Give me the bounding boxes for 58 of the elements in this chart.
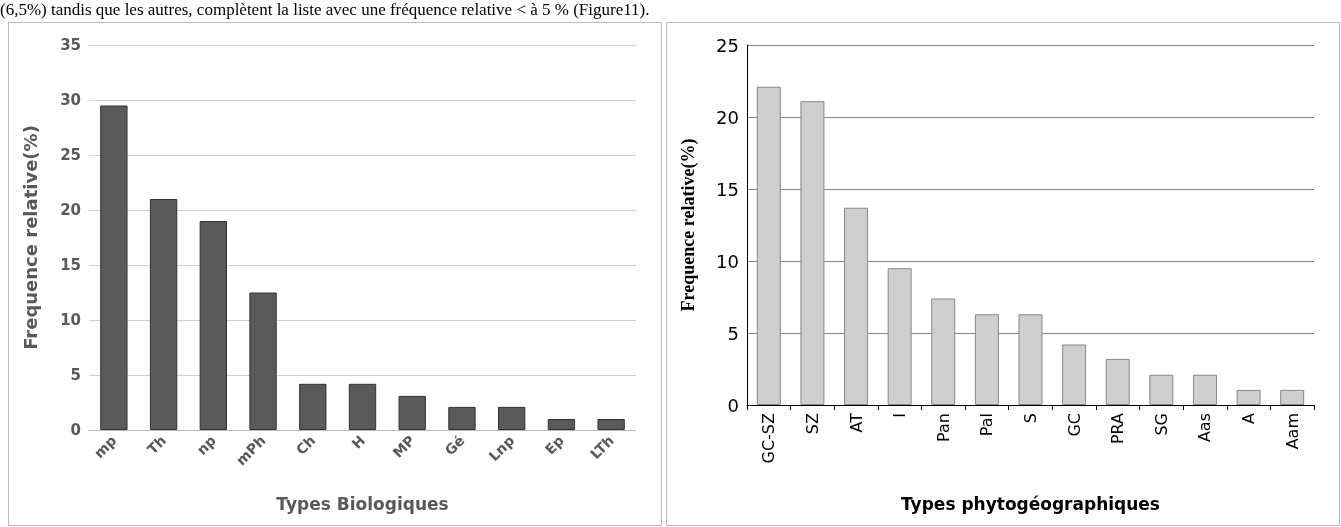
bar bbox=[149, 199, 178, 430]
x-tick-label: AT bbox=[846, 412, 866, 433]
x-tick-label: Ep bbox=[541, 432, 568, 458]
x-tick-label: S bbox=[1021, 413, 1040, 424]
y-axis-title: Frequence relative(%) bbox=[678, 138, 699, 312]
y-tick-label: 15 bbox=[60, 256, 81, 274]
x-tick-label: SZ bbox=[802, 412, 822, 435]
x-tick-label: A bbox=[1239, 412, 1259, 424]
y-tick-label: 20 bbox=[60, 201, 81, 219]
x-tick-label: PRA bbox=[1108, 412, 1128, 445]
y-tick-label: 10 bbox=[60, 311, 81, 329]
x-tick-label: LTh bbox=[587, 432, 617, 463]
bar bbox=[1280, 389, 1305, 405]
x-tick-label: I bbox=[890, 413, 910, 418]
x-tick-label: Pan bbox=[933, 413, 953, 442]
bar bbox=[348, 383, 377, 430]
bar bbox=[100, 105, 128, 430]
y-tick-label: 0 bbox=[727, 394, 739, 416]
x-tick-label: Gé bbox=[441, 432, 468, 459]
bar bbox=[1192, 374, 1217, 405]
x-tick-label: H bbox=[348, 432, 369, 452]
x-tick-label: GC bbox=[1064, 413, 1084, 437]
y-tick-label: 25 bbox=[716, 34, 739, 56]
bar bbox=[398, 395, 426, 430]
text: (6,5%) tandis que les autres, complètent la liste avec une fréquence relative < à 5 % (Figure11). bbox=[0, 0, 650, 20]
y-axis-title: Frequence relative(%) bbox=[19, 125, 41, 350]
x-axis-title: Types Biologiques bbox=[276, 493, 449, 514]
x-tick-label: Aam bbox=[1282, 413, 1302, 450]
x-tick-label: SG bbox=[1151, 413, 1171, 436]
bar bbox=[199, 221, 227, 430]
bar bbox=[1105, 358, 1130, 405]
x-tick-label: np bbox=[193, 432, 219, 458]
y-tick-label: 10 bbox=[716, 250, 739, 272]
bar bbox=[299, 383, 327, 430]
bar bbox=[547, 419, 576, 430]
bar bbox=[597, 419, 625, 430]
bar bbox=[1236, 389, 1261, 405]
x-tick-label: Pal bbox=[977, 413, 997, 437]
x-tick-label: mp bbox=[90, 432, 120, 462]
y-tick-label: 20 bbox=[716, 106, 739, 128]
y-tick-label: 0 bbox=[70, 421, 81, 439]
y-tick-label: 35 bbox=[60, 36, 81, 54]
bar bbox=[249, 292, 277, 430]
bar bbox=[1062, 344, 1087, 405]
x-tick-label: GC-SZ bbox=[759, 412, 779, 464]
y-tick-label: 30 bbox=[60, 91, 81, 109]
bar bbox=[448, 406, 476, 430]
y-tick-label: 15 bbox=[716, 178, 739, 200]
x-tick-label: Ch bbox=[292, 432, 319, 458]
bar bbox=[1149, 374, 1174, 405]
y-tick-label: 5 bbox=[727, 322, 739, 344]
y-tick-label: 5 bbox=[70, 366, 81, 384]
x-tick-label: Aas bbox=[1195, 413, 1215, 443]
x-tick-label: MP bbox=[389, 432, 418, 461]
x-tick-label: Th bbox=[144, 432, 170, 458]
bar bbox=[498, 406, 526, 430]
x-axis-title: Types phytogéographiques bbox=[901, 493, 1160, 514]
y-tick-label: 25 bbox=[60, 146, 81, 164]
